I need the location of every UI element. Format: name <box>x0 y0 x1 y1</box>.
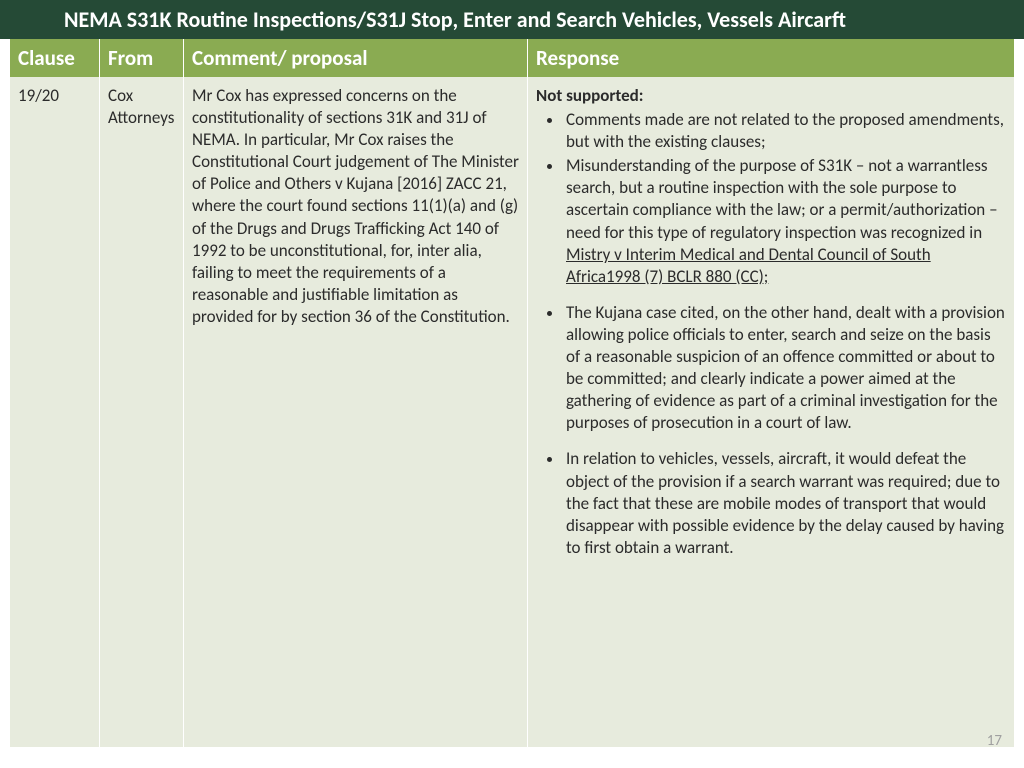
slide-title: NEMA S31K Routine Inspections/S31J Stop,… <box>64 6 846 33</box>
cell-response: Not supported: Comments made are not rel… <box>528 77 1014 747</box>
col-header-comment: Comment/ proposal <box>184 39 528 77</box>
table-row: 19/20 Cox Attorneys Mr Cox has expressed… <box>10 77 1014 747</box>
response-bullet-2: Misunderstanding of the purpose of S31K … <box>564 155 1006 288</box>
response-list-1: Comments made are not related to the pro… <box>536 109 1006 288</box>
table-header-row: Clause From Comment/ proposal Response <box>10 39 1014 77</box>
slide-title-bar: NEMA S31K Routine Inspections/S31J Stop,… <box>0 0 1024 39</box>
page-number: 17 <box>987 732 1002 750</box>
response-list-3: In relation to vehicles, vessels, aircra… <box>536 448 1006 558</box>
response-bullet-1: Comments made are not related to the pro… <box>564 109 1006 153</box>
response-bullet-2-text: Misunderstanding of the purpose of S31K … <box>566 155 998 242</box>
col-header-clause: Clause <box>10 39 100 77</box>
cell-clause: 19/20 <box>10 77 100 747</box>
response-list-2: The Kujana case cited, on the other hand… <box>536 302 1006 435</box>
response-bullet-3: The Kujana case cited, on the other hand… <box>564 302 1006 435</box>
cell-comment: Mr Cox has expressed concerns on the con… <box>184 77 528 747</box>
response-bullet-4: In relation to vehicles, vessels, aircra… <box>564 448 1006 558</box>
response-heading: Not supported: <box>536 85 1006 107</box>
proposal-table: Clause From Comment/ proposal Response 1… <box>10 39 1014 747</box>
cell-from: Cox Attorneys <box>100 77 184 747</box>
col-header-response: Response <box>528 39 1014 77</box>
response-bullet-2-citation: Mistry v Interim Medical and Dental Coun… <box>566 244 931 287</box>
col-header-from: From <box>100 39 184 77</box>
